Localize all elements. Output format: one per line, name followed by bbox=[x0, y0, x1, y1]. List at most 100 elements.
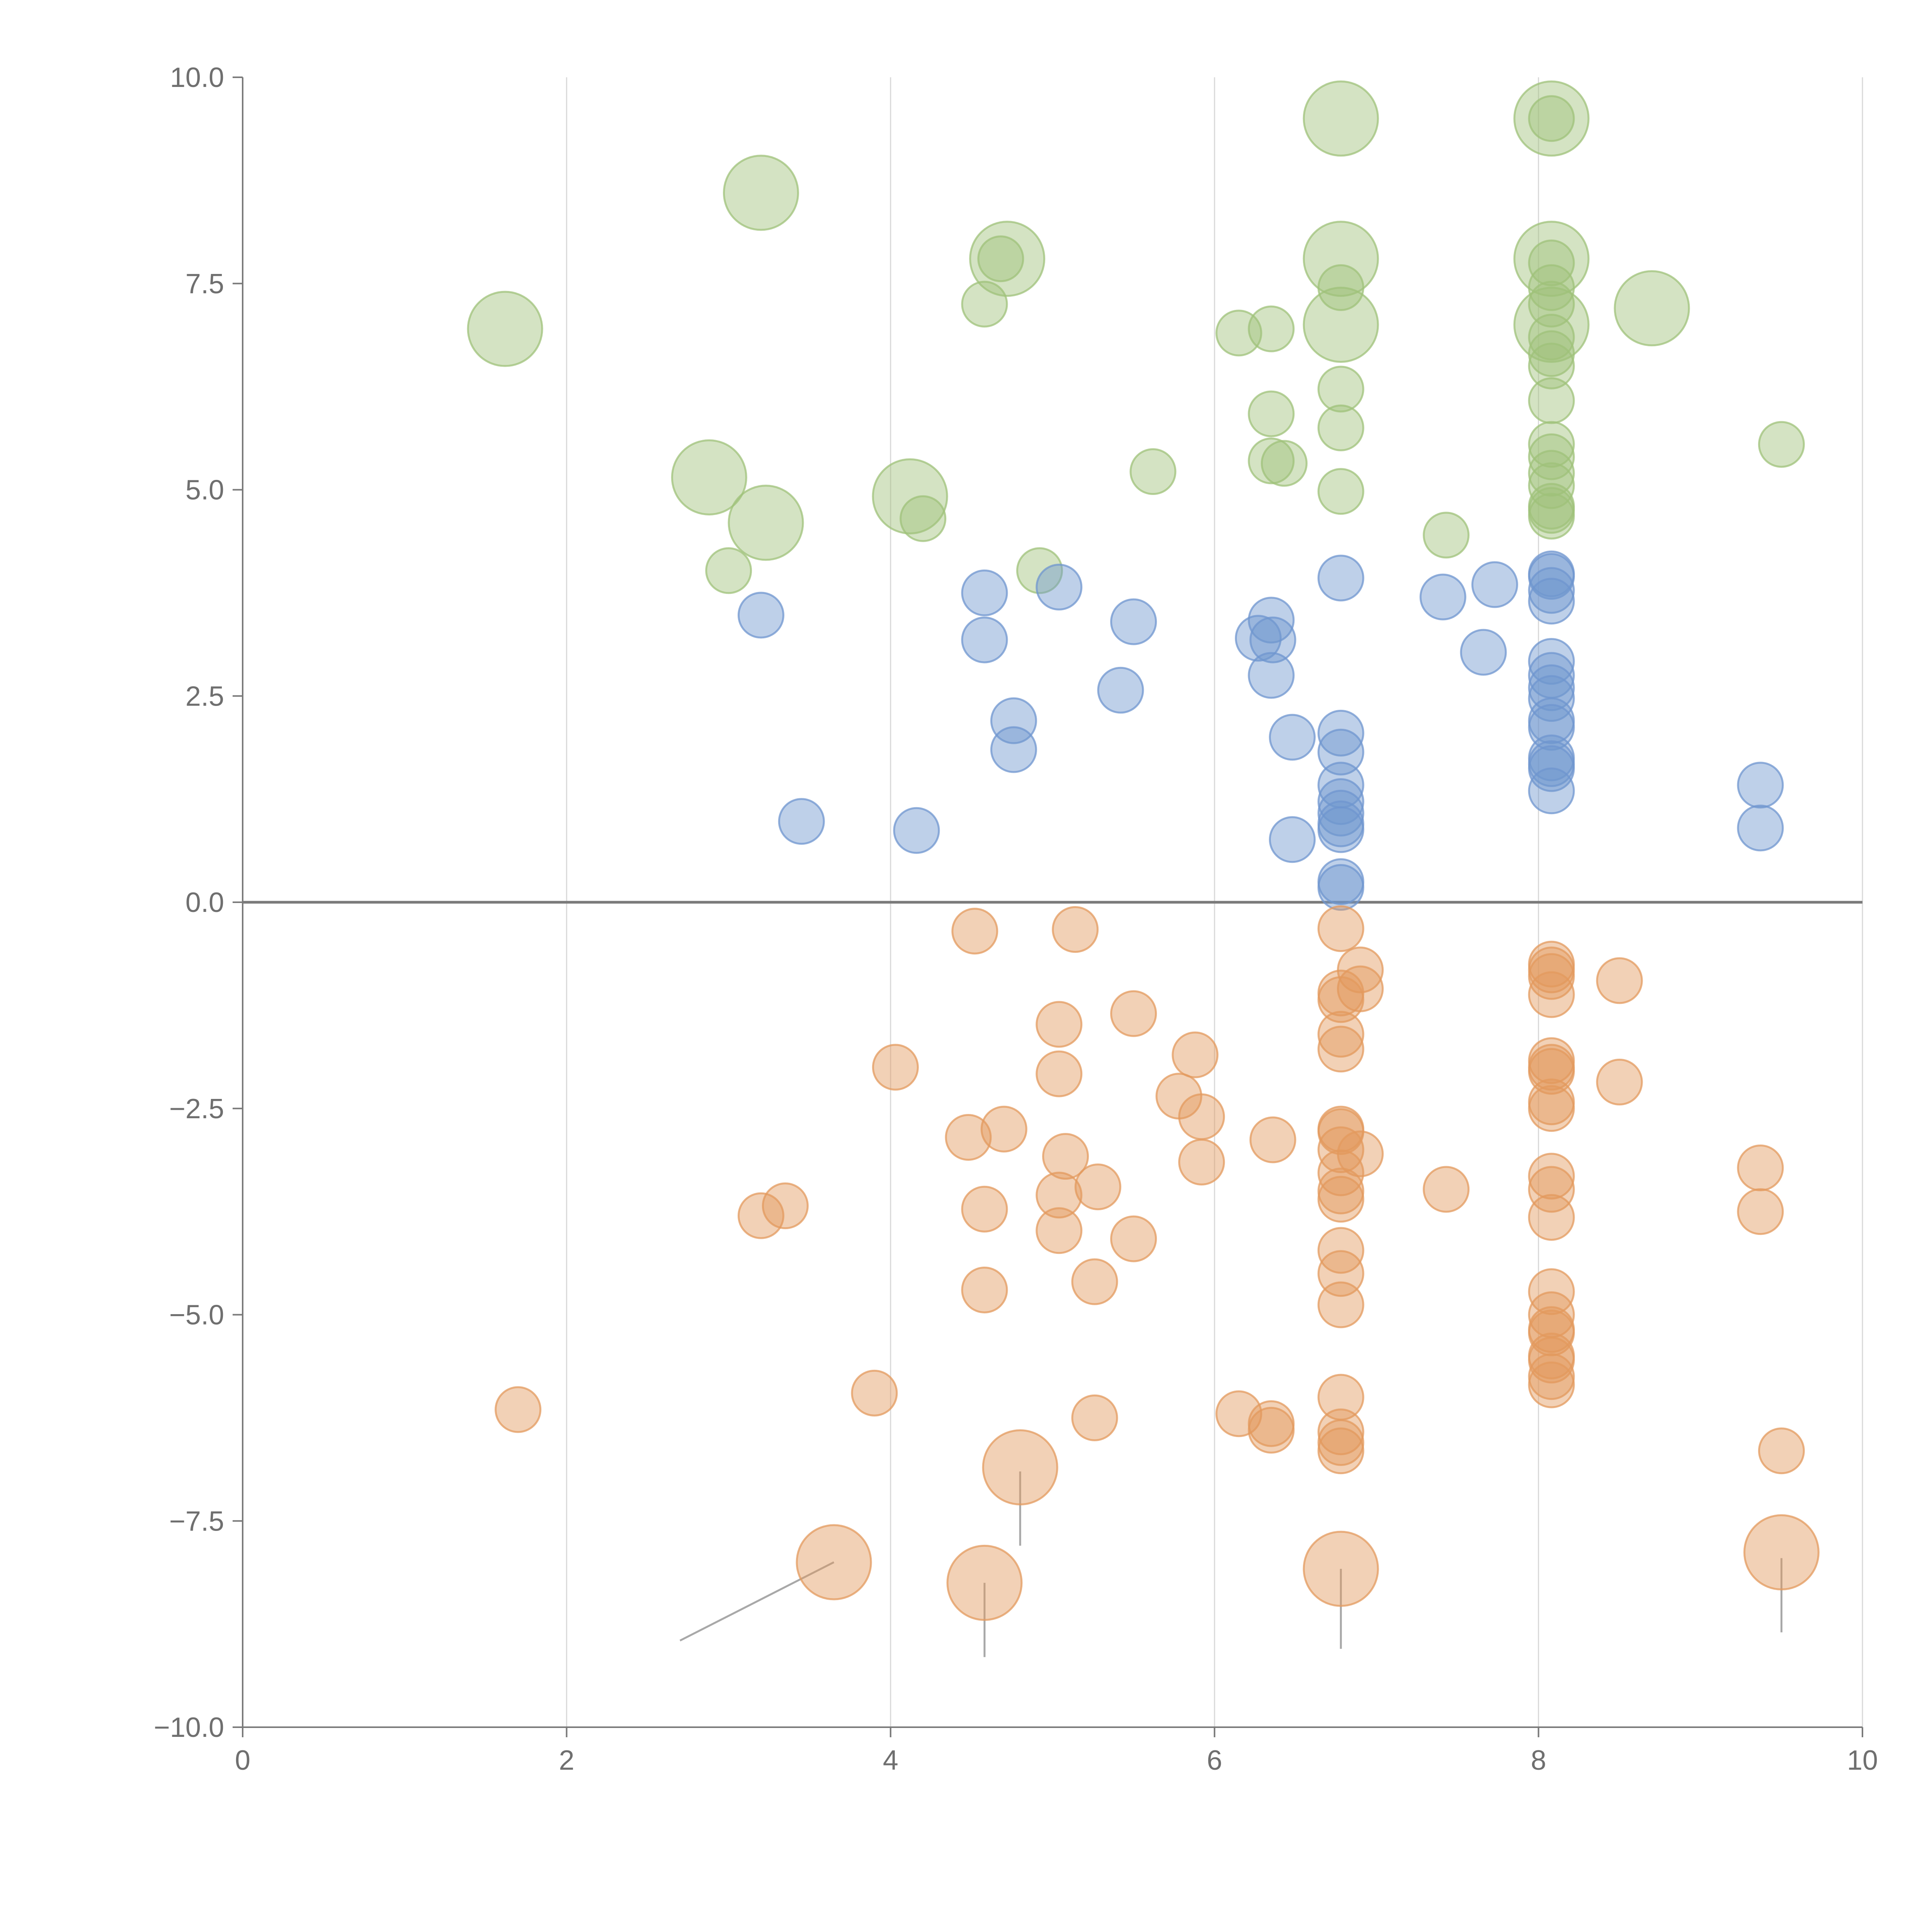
data-point bbox=[1036, 563, 1083, 611]
data-point bbox=[1528, 493, 1575, 540]
data-point bbox=[1249, 1116, 1296, 1163]
data-point bbox=[1337, 1130, 1384, 1177]
data-point bbox=[1528, 1085, 1575, 1132]
data-point bbox=[1317, 366, 1364, 413]
data-point bbox=[951, 908, 998, 955]
y-tick-label: −10.0 bbox=[154, 1712, 224, 1743]
data-point bbox=[1528, 377, 1575, 424]
data-point bbox=[1248, 1406, 1295, 1454]
data-point bbox=[1528, 433, 1575, 480]
data-point bbox=[1528, 971, 1575, 1018]
data-point bbox=[1317, 1176, 1364, 1223]
data-point bbox=[1460, 629, 1507, 676]
data-point bbox=[1248, 390, 1295, 437]
data-point bbox=[945, 1114, 992, 1161]
data-point bbox=[1471, 561, 1518, 608]
data-point bbox=[1317, 1011, 1364, 1058]
data-point bbox=[778, 798, 825, 845]
data-point bbox=[1528, 421, 1575, 468]
data-point bbox=[705, 547, 752, 594]
data-point bbox=[495, 1386, 542, 1433]
data-point bbox=[1743, 1514, 1820, 1590]
data-point bbox=[1317, 976, 1364, 1023]
data-point bbox=[1317, 404, 1364, 451]
data-point bbox=[1303, 1531, 1379, 1607]
data-point bbox=[1737, 1144, 1784, 1191]
data-point bbox=[961, 281, 1008, 328]
data-point bbox=[1513, 221, 1590, 297]
data-point bbox=[1036, 1001, 1083, 1048]
data-point bbox=[1513, 287, 1590, 363]
data-point bbox=[1269, 714, 1316, 761]
data-point bbox=[1528, 342, 1575, 389]
data-point bbox=[1317, 554, 1364, 602]
x-tick-label: 4 bbox=[883, 1745, 898, 1776]
data-point bbox=[1042, 1133, 1089, 1180]
data-point bbox=[1036, 1172, 1083, 1219]
data-point bbox=[723, 155, 799, 231]
data-point bbox=[1528, 1194, 1575, 1241]
y-tick-label: 10.0 bbox=[170, 62, 224, 93]
data-point bbox=[1235, 615, 1282, 662]
data-point bbox=[1317, 806, 1364, 853]
data-point bbox=[671, 439, 747, 515]
data-point bbox=[1248, 652, 1295, 699]
data-point bbox=[872, 458, 948, 535]
data-point bbox=[1071, 1258, 1118, 1305]
data-point bbox=[1528, 1337, 1575, 1384]
data-point bbox=[1110, 1215, 1157, 1262]
y-tick-label: −5.0 bbox=[169, 1300, 224, 1331]
data-point bbox=[1596, 957, 1643, 1004]
data-point bbox=[1036, 1050, 1083, 1097]
data-point bbox=[1303, 287, 1379, 363]
data-point bbox=[467, 291, 543, 367]
x-tick-label: 6 bbox=[1207, 1745, 1222, 1776]
data-point bbox=[946, 1544, 1023, 1621]
data-point bbox=[1317, 1149, 1364, 1196]
x-tick-label: 8 bbox=[1531, 1745, 1546, 1776]
data-point bbox=[1317, 1427, 1364, 1475]
data-point bbox=[1248, 437, 1295, 485]
data-points bbox=[467, 80, 1820, 1621]
tick-labels: 0 2 4 6 8 10 10.0 7.5 5.0 2.5 0.0 −2.5 −5.0 −7.5 −10.0 bbox=[154, 62, 1878, 1776]
data-point bbox=[1614, 270, 1690, 347]
y-tick-label: −2.5 bbox=[169, 1094, 224, 1124]
data-point bbox=[1528, 664, 1575, 711]
y-tick-label: 5.0 bbox=[185, 475, 224, 506]
data-point bbox=[1528, 95, 1575, 142]
data-point bbox=[1317, 789, 1364, 837]
data-point bbox=[728, 485, 804, 561]
data-point bbox=[1052, 906, 1099, 953]
data-point bbox=[1016, 547, 1063, 594]
data-point bbox=[1071, 1394, 1118, 1441]
data-point bbox=[1178, 1139, 1225, 1186]
data-point bbox=[1110, 598, 1157, 645]
y-tick-label: 2.5 bbox=[185, 681, 224, 712]
axes bbox=[233, 77, 1863, 1737]
data-point bbox=[1317, 728, 1364, 776]
data-point bbox=[1215, 310, 1262, 357]
data-point bbox=[1317, 1026, 1364, 1073]
data-point bbox=[1036, 1207, 1083, 1254]
data-point bbox=[990, 697, 1037, 744]
data-point bbox=[982, 1429, 1058, 1505]
data-point bbox=[1528, 330, 1575, 377]
data-point bbox=[1528, 1166, 1575, 1213]
data-point bbox=[1737, 804, 1784, 852]
data-point bbox=[1528, 1361, 1575, 1408]
data-point bbox=[1513, 80, 1590, 157]
data-point bbox=[1423, 1166, 1470, 1213]
data-point bbox=[1317, 468, 1364, 515]
data-point bbox=[1528, 553, 1575, 600]
data-point bbox=[1172, 1031, 1219, 1078]
leader-line bbox=[679, 1561, 835, 1642]
data-point bbox=[1260, 440, 1308, 487]
data-point bbox=[977, 235, 1024, 282]
data-point bbox=[1317, 905, 1364, 952]
data-point bbox=[1758, 1427, 1805, 1475]
data-point bbox=[1423, 512, 1470, 559]
data-point bbox=[1528, 578, 1575, 625]
data-point bbox=[1269, 816, 1316, 863]
data-point bbox=[737, 592, 784, 639]
